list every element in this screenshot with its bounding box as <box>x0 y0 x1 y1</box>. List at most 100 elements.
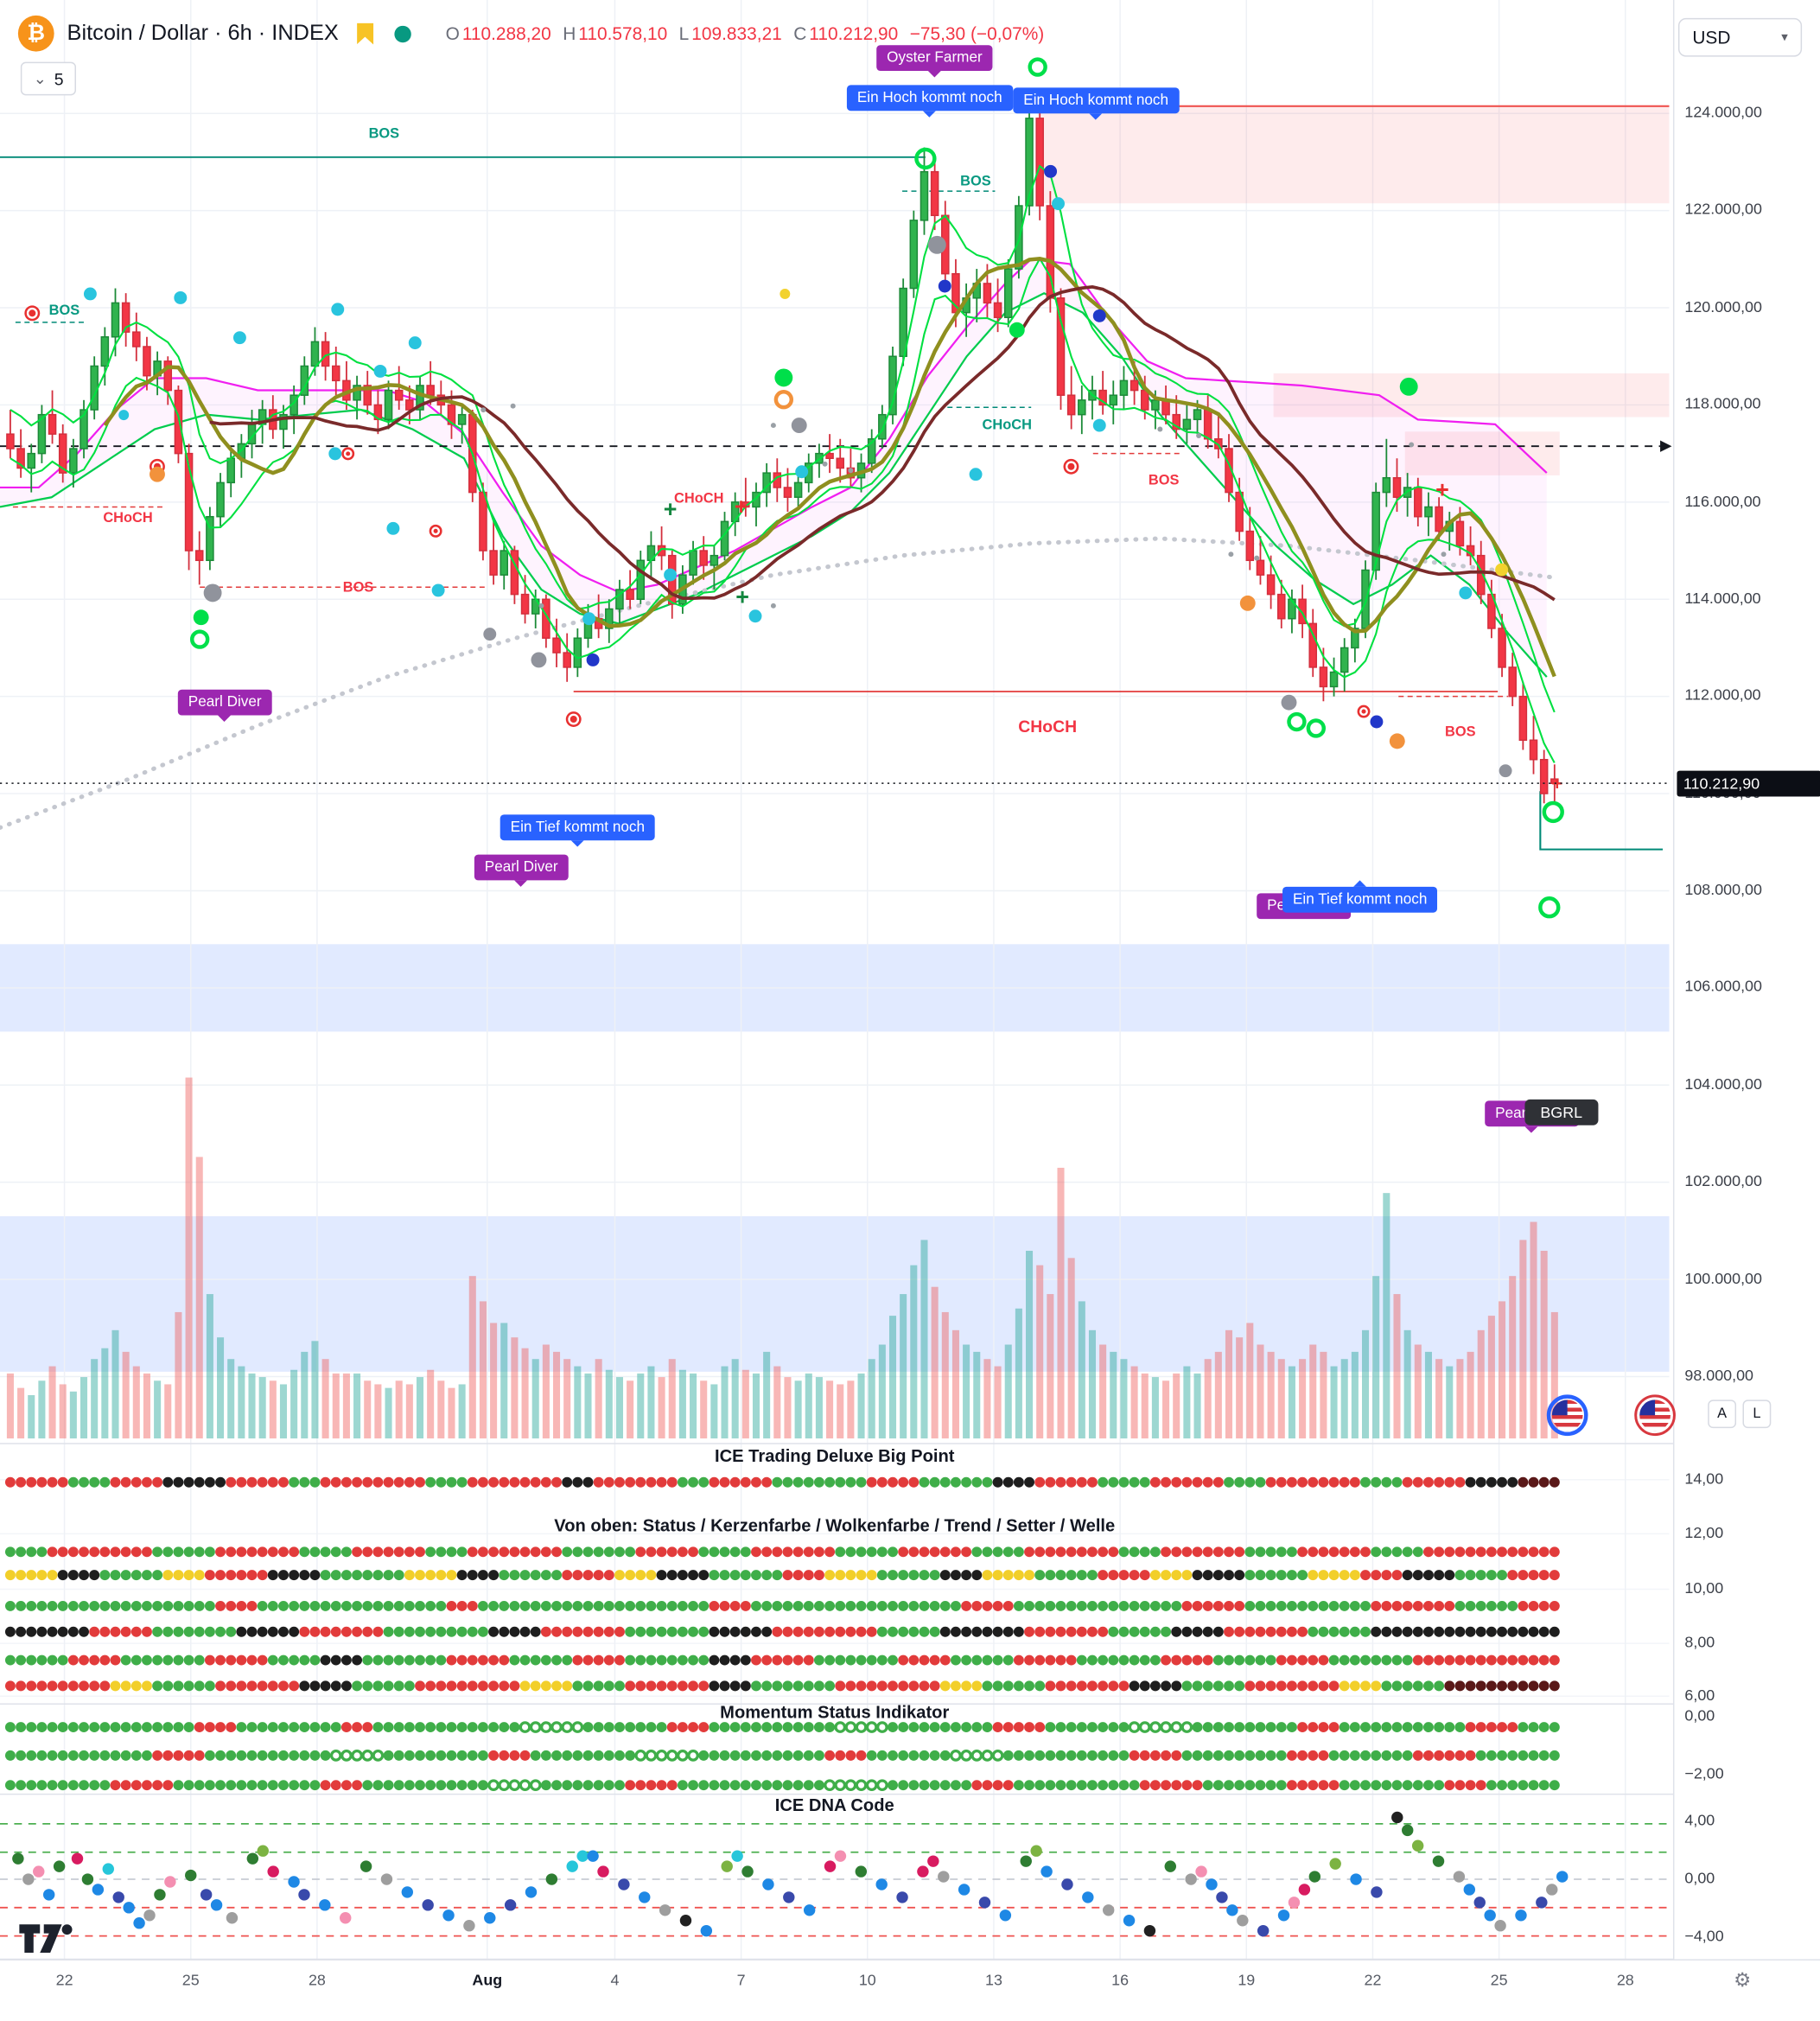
flag-pointer <box>927 71 941 78</box>
structure-label[interactable]: CHoCH <box>674 491 724 507</box>
price-tick: 122.000,00 <box>1684 200 1762 219</box>
blue-bands <box>0 944 1670 1372</box>
pane-title-momentum: Momentum Status Indikator <box>720 1702 950 1723</box>
flag-pointer <box>923 111 937 118</box>
price-tick: 10,00 <box>1684 1578 1724 1597</box>
price-tick: 0,00 <box>1684 1869 1715 1887</box>
price-tick: 120.000,00 <box>1684 297 1762 316</box>
bitcoin-glyph: ₿ <box>27 20 46 46</box>
time-tick: 10 <box>858 1970 876 1989</box>
price-tick: −4,00 <box>1684 1927 1724 1946</box>
pane-title-bigpoint: ICE Trading Deluxe Big Point <box>715 1446 955 1466</box>
price-tick: 124.000,00 <box>1684 103 1762 122</box>
time-tick: 25 <box>181 1970 200 1989</box>
flag-label[interactable]: Pearl Diver <box>474 854 569 887</box>
low-value: 109.833,21 <box>691 22 782 44</box>
price-axis[interactable]: 110.212,90 A L 124.000,00 122.000,00 120.0… <box>1672 0 1820 1960</box>
flag-label[interactable]: Pearl Diver <box>177 689 272 723</box>
symbol-title[interactable]: Bitcoin / Dollar · 6h · INDEX <box>67 20 339 46</box>
structure-label[interactable]: BOS <box>368 126 400 143</box>
open-value: 110.288,20 <box>461 22 551 44</box>
high-label: H <box>563 22 576 44</box>
log-scale-button[interactable]: L <box>1742 1399 1772 1429</box>
time-tick: 28 <box>1616 1970 1634 1989</box>
bitcoin-icon: ₿ <box>17 15 54 52</box>
flag-label[interactable]: Ein Tief kommt noch <box>500 814 655 847</box>
flag-pointer <box>1089 113 1103 120</box>
collapsed-indicators-count: 5 <box>54 68 64 89</box>
structure-label[interactable]: CHoCH <box>103 510 153 526</box>
price-tick: 8,00 <box>1684 1633 1715 1652</box>
price-tick: 106.000,00 <box>1684 977 1762 996</box>
price-tick: 116.000,00 <box>1684 491 1761 510</box>
time-tick: 7 <box>736 1970 746 1989</box>
gear-icon[interactable]: ⚙ <box>1734 1969 1752 1992</box>
event-ring-icon <box>1634 1394 1676 1437</box>
flag-label[interactable]: Oyster Farmer <box>876 45 993 78</box>
currency-value: USD <box>1692 27 1731 48</box>
time-axis[interactable]: ⚙ 22 25 28 Aug 4 7 10 13 16 19 22 25 28 <box>0 1959 1820 2021</box>
momentum-rows <box>4 1721 1560 1792</box>
flag-pointer <box>1525 1126 1539 1133</box>
change-value: −75,30 (−0,07%) <box>909 22 1045 44</box>
pane-title-dna: ICE DNA Code <box>774 1795 894 1815</box>
caret-down-icon: ▾ <box>1781 30 1788 45</box>
price-tick: 12,00 <box>1684 1523 1724 1542</box>
structure-label[interactable]: CHoCH <box>982 418 1032 434</box>
structure-label[interactable]: CHoCH <box>1018 717 1078 736</box>
close-value: 110.212,90 <box>809 22 899 44</box>
time-tick: 22 <box>55 1970 73 1989</box>
auto-scale-button[interactable]: A <box>1708 1399 1737 1429</box>
price-tick: 6,00 <box>1684 1686 1715 1705</box>
structure-label[interactable]: BOS <box>960 174 991 190</box>
signal-markers: + + + + + <box>24 57 1564 919</box>
bigpoint-rows <box>4 1476 1560 1692</box>
time-tick: 4 <box>610 1970 620 1989</box>
flag-pointer <box>570 840 584 847</box>
bgrl-tooltip: BGRL <box>1524 1099 1598 1125</box>
price-tick: 114.000,00 <box>1684 589 1761 608</box>
pane-subtitle-bigpoint: Von oben: Status / Kerzenfarbe / Wolkenf… <box>554 1515 1116 1535</box>
moving-averages <box>10 164 1556 763</box>
svg-text:+: + <box>1551 773 1562 794</box>
us-flag-event-icon[interactable] <box>1546 1394 1588 1437</box>
time-tick: 25 <box>1490 1970 1508 1989</box>
price-tick: −2,00 <box>1684 1764 1724 1783</box>
current-price-label: 110.212,90 <box>1677 770 1820 796</box>
ohlc-readout: O 110.288,20 H 110.578,10 L 109.833,21 C 110… <box>434 22 1045 44</box>
flag-label[interactable]: Ein Hoch kommt noch <box>1013 87 1179 120</box>
price-tick: 102.000,00 <box>1684 1171 1762 1190</box>
collapsed-indicators-toggle[interactable]: ⌄ 5 <box>20 61 77 96</box>
high-value: 110.578,10 <box>578 22 668 44</box>
price-tick: 100.000,00 <box>1684 1269 1762 1288</box>
time-tick: 22 <box>1364 1970 1382 1989</box>
flag-label[interactable]: Ein Hoch kommt noch <box>846 85 1013 118</box>
flag-pointer <box>218 715 232 723</box>
price-tick: 112.000,00 <box>1684 685 1761 704</box>
time-tick: 13 <box>984 1970 1002 1989</box>
currency-selector[interactable]: USD ▾ <box>1677 17 1803 57</box>
close-label: C <box>793 22 807 44</box>
price-tick: 118.000,00 <box>1684 394 1761 413</box>
bookmark-icon[interactable] <box>356 22 374 45</box>
structure-label[interactable]: BOS <box>1444 724 1476 740</box>
us-flag-canton <box>1639 1399 1656 1416</box>
structure-label[interactable]: BOS <box>1148 473 1180 489</box>
tradingview-logo[interactable] <box>18 1921 78 1957</box>
svg-text:+: + <box>1435 477 1449 503</box>
price-tick: 4,00 <box>1684 1810 1715 1829</box>
svg-text:+: + <box>735 583 749 609</box>
flag-label[interactable]: Ein Tief kommt noch <box>1282 880 1438 913</box>
svg-text:+: + <box>664 496 678 522</box>
structure-label[interactable]: BOS <box>342 579 374 596</box>
structure-label[interactable]: BOS <box>48 303 80 319</box>
time-tick: Aug <box>472 1970 503 1989</box>
time-tick: 19 <box>1238 1970 1256 1989</box>
price-tick: 0,00 <box>1684 1706 1715 1725</box>
us-flag-event-icon[interactable] <box>1634 1394 1676 1437</box>
time-tick: 28 <box>308 1970 326 1989</box>
svg-text:+: + <box>735 494 748 520</box>
